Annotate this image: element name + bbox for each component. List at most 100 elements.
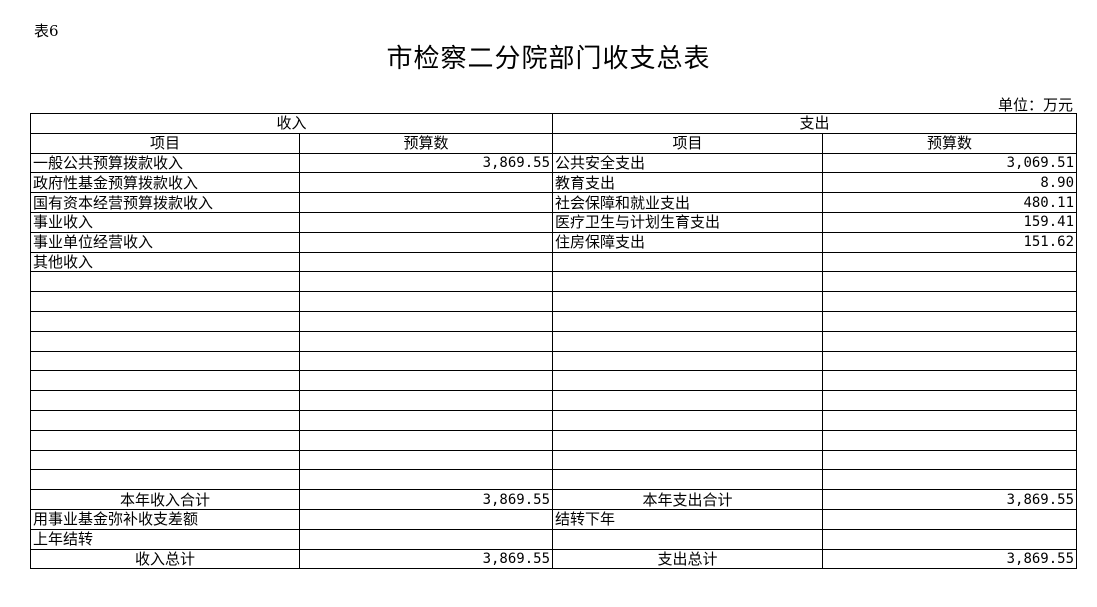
income-item-cell [30, 350, 300, 372]
income-item-cell [30, 390, 300, 411]
expense-budget-cell: 3,869.55 [822, 489, 1078, 510]
income-budget-cell: 3,869.55 [298, 548, 554, 570]
income-budget-cell [298, 449, 554, 471]
expense-budget-cell [822, 291, 1078, 312]
expense-item-cell: 支出总计 [552, 548, 824, 570]
expense-item-cell [552, 528, 824, 550]
income-item-cell: 其他收入 [30, 251, 300, 273]
income-budget-cell: 3,869.55 [298, 489, 554, 510]
expense-item-header: 项目 [552, 132, 824, 154]
summary-row: 本年收入合计 3,869.55 本年支出合计 3,869.55 [30, 489, 1078, 510]
expense-item-cell [552, 330, 824, 352]
table-row: 事业单位经营收入 住房保障支出 151.62 [30, 231, 1078, 253]
income-section-header: 收入 [29, 113, 554, 134]
expense-budget-cell [822, 469, 1078, 491]
table-row [30, 291, 1078, 312]
income-item-cell [30, 310, 300, 332]
expense-budget-cell [822, 449, 1078, 471]
income-item-cell: 政府性基金预算拨款收入 [30, 172, 300, 194]
expense-item-cell [552, 310, 824, 332]
unit-label: 单位：万元 [997, 96, 1073, 114]
summary-row: 上年结转 [30, 528, 1078, 550]
income-item-cell: 本年收入合计 [30, 489, 300, 510]
expense-budget-cell [822, 271, 1078, 293]
income-expense-table: 收入 支出 项目 预算数 项目 预算数 一般公共预算拨款收入 3,869.55 公共… [29, 113, 1078, 570]
income-budget-cell [298, 211, 554, 233]
table-row [30, 449, 1078, 471]
expense-budget-cell: 480.11 [822, 192, 1078, 213]
table-number: 表6 [34, 22, 59, 40]
income-item-header: 项目 [30, 132, 300, 154]
income-budget-cell [298, 409, 554, 431]
expense-budget-cell: 151.62 [822, 231, 1078, 253]
income-budget-cell [298, 390, 554, 411]
expense-item-cell: 住房保障支出 [552, 231, 824, 253]
expense-budget-cell: 159.41 [822, 211, 1078, 233]
expense-budget-header: 预算数 [822, 132, 1078, 154]
expense-budget-cell [822, 390, 1078, 411]
income-item-cell: 收入总计 [30, 548, 300, 570]
column-header-row: 项目 预算数 项目 预算数 [30, 132, 1078, 154]
expense-item-cell: 本年支出合计 [552, 489, 824, 510]
expense-item-cell [552, 251, 824, 273]
income-budget-header: 预算数 [298, 132, 554, 154]
table-row: 国有资本经营预算拨款收入 社会保障和就业支出 480.11 [30, 192, 1078, 213]
table-row [30, 409, 1078, 431]
table-row [30, 469, 1078, 491]
expense-item-cell [552, 350, 824, 372]
expense-budget-cell [822, 409, 1078, 431]
income-budget-cell [298, 429, 554, 451]
expense-item-cell: 教育支出 [552, 172, 824, 194]
income-item-cell [30, 370, 300, 392]
income-item-cell: 一般公共预算拨款收入 [30, 152, 300, 174]
section-header-row: 收入 支出 [29, 113, 1078, 134]
income-item-cell [30, 409, 300, 431]
expense-item-cell: 结转下年 [552, 508, 824, 530]
expense-budget-cell [822, 429, 1078, 451]
table-row [30, 310, 1078, 332]
table-row: 其他收入 [30, 251, 1078, 273]
income-budget-cell [298, 469, 554, 491]
expense-item-cell [552, 291, 824, 312]
table-row [30, 370, 1078, 392]
expense-budget-cell [822, 350, 1078, 372]
income-budget-cell [298, 528, 554, 550]
income-item-cell [30, 291, 300, 312]
expense-item-cell [552, 469, 824, 491]
table-row [30, 390, 1078, 411]
income-item-cell: 国有资本经营预算拨款收入 [30, 192, 300, 213]
income-item-cell [30, 469, 300, 491]
income-item-cell [30, 271, 300, 293]
income-item-cell [30, 449, 300, 471]
income-budget-cell [298, 370, 554, 392]
expense-budget-cell [822, 370, 1078, 392]
income-budget-cell [298, 192, 554, 213]
income-budget-cell [298, 271, 554, 293]
expense-budget-cell [822, 310, 1078, 332]
table-row [30, 429, 1078, 451]
table-row: 事业收入 医疗卫生与计划生育支出 159.41 [30, 211, 1078, 233]
table-row: 政府性基金预算拨款收入 教育支出 8.90 [30, 172, 1078, 194]
table-row [30, 271, 1078, 293]
table-row [30, 350, 1078, 372]
income-budget-cell [298, 231, 554, 253]
table-row: 一般公共预算拨款收入 3,869.55 公共安全支出 3,069.51 [30, 152, 1078, 174]
income-item-cell [30, 330, 300, 352]
expense-item-cell [552, 409, 824, 431]
income-item-cell: 上年结转 [30, 528, 300, 550]
expense-section-header: 支出 [552, 113, 1078, 134]
expense-budget-cell: 3,069.51 [822, 152, 1078, 174]
income-budget-cell [298, 291, 554, 312]
income-budget-cell [298, 508, 554, 530]
income-budget-cell [298, 251, 554, 273]
summary-row: 用事业基金弥补收支差额 结转下年 [30, 508, 1078, 530]
income-item-cell: 用事业基金弥补收支差额 [30, 508, 300, 530]
income-budget-cell [298, 330, 554, 352]
page-title: 市检察二分院部门收支总表 [386, 44, 711, 74]
expense-budget-cell [822, 508, 1078, 530]
summary-row: 收入总计 3,869.55 支出总计 3,869.55 [30, 548, 1078, 570]
expense-item-cell: 公共安全支出 [552, 152, 824, 174]
expense-item-cell [552, 390, 824, 411]
expense-item-cell [552, 271, 824, 293]
expense-item-cell [552, 449, 824, 471]
